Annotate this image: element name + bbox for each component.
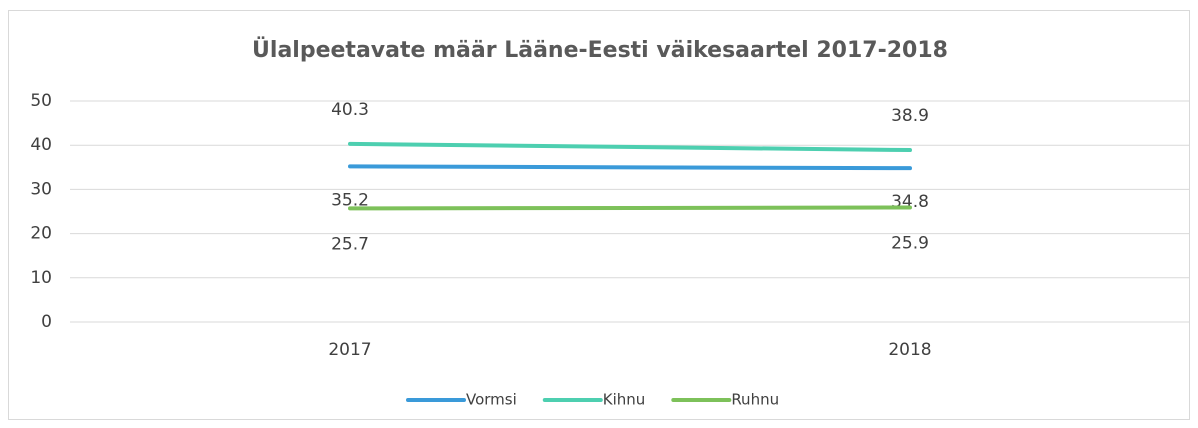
- legend-label: Ruhnu: [731, 391, 779, 409]
- x-tick-label: 2017: [328, 340, 371, 360]
- legend-label: Kihnu: [603, 391, 646, 409]
- y-tick-label: 40: [30, 135, 52, 155]
- data-label: 25.9: [891, 234, 929, 254]
- chart-frame: [8, 10, 1190, 420]
- chart-title: Ülalpeetavate määr Lääne-Eesti väikesaar…: [252, 37, 948, 63]
- data-label: 38.9: [891, 106, 929, 126]
- legend-label: Vormsi: [466, 391, 517, 409]
- y-tick-label: 0: [41, 312, 52, 332]
- x-tick-label: 2018: [888, 340, 931, 360]
- y-tick-label: 30: [30, 179, 52, 199]
- y-tick-label: 20: [30, 224, 52, 244]
- data-label: 25.7: [331, 234, 369, 254]
- series-line: [348, 141, 912, 153]
- y-tick-label: 50: [30, 91, 52, 111]
- series-line: [348, 164, 912, 171]
- y-tick-label: 10: [30, 268, 52, 288]
- data-label: 35.2: [331, 190, 369, 210]
- data-label: 40.3: [331, 100, 369, 120]
- series-line: [348, 205, 912, 211]
